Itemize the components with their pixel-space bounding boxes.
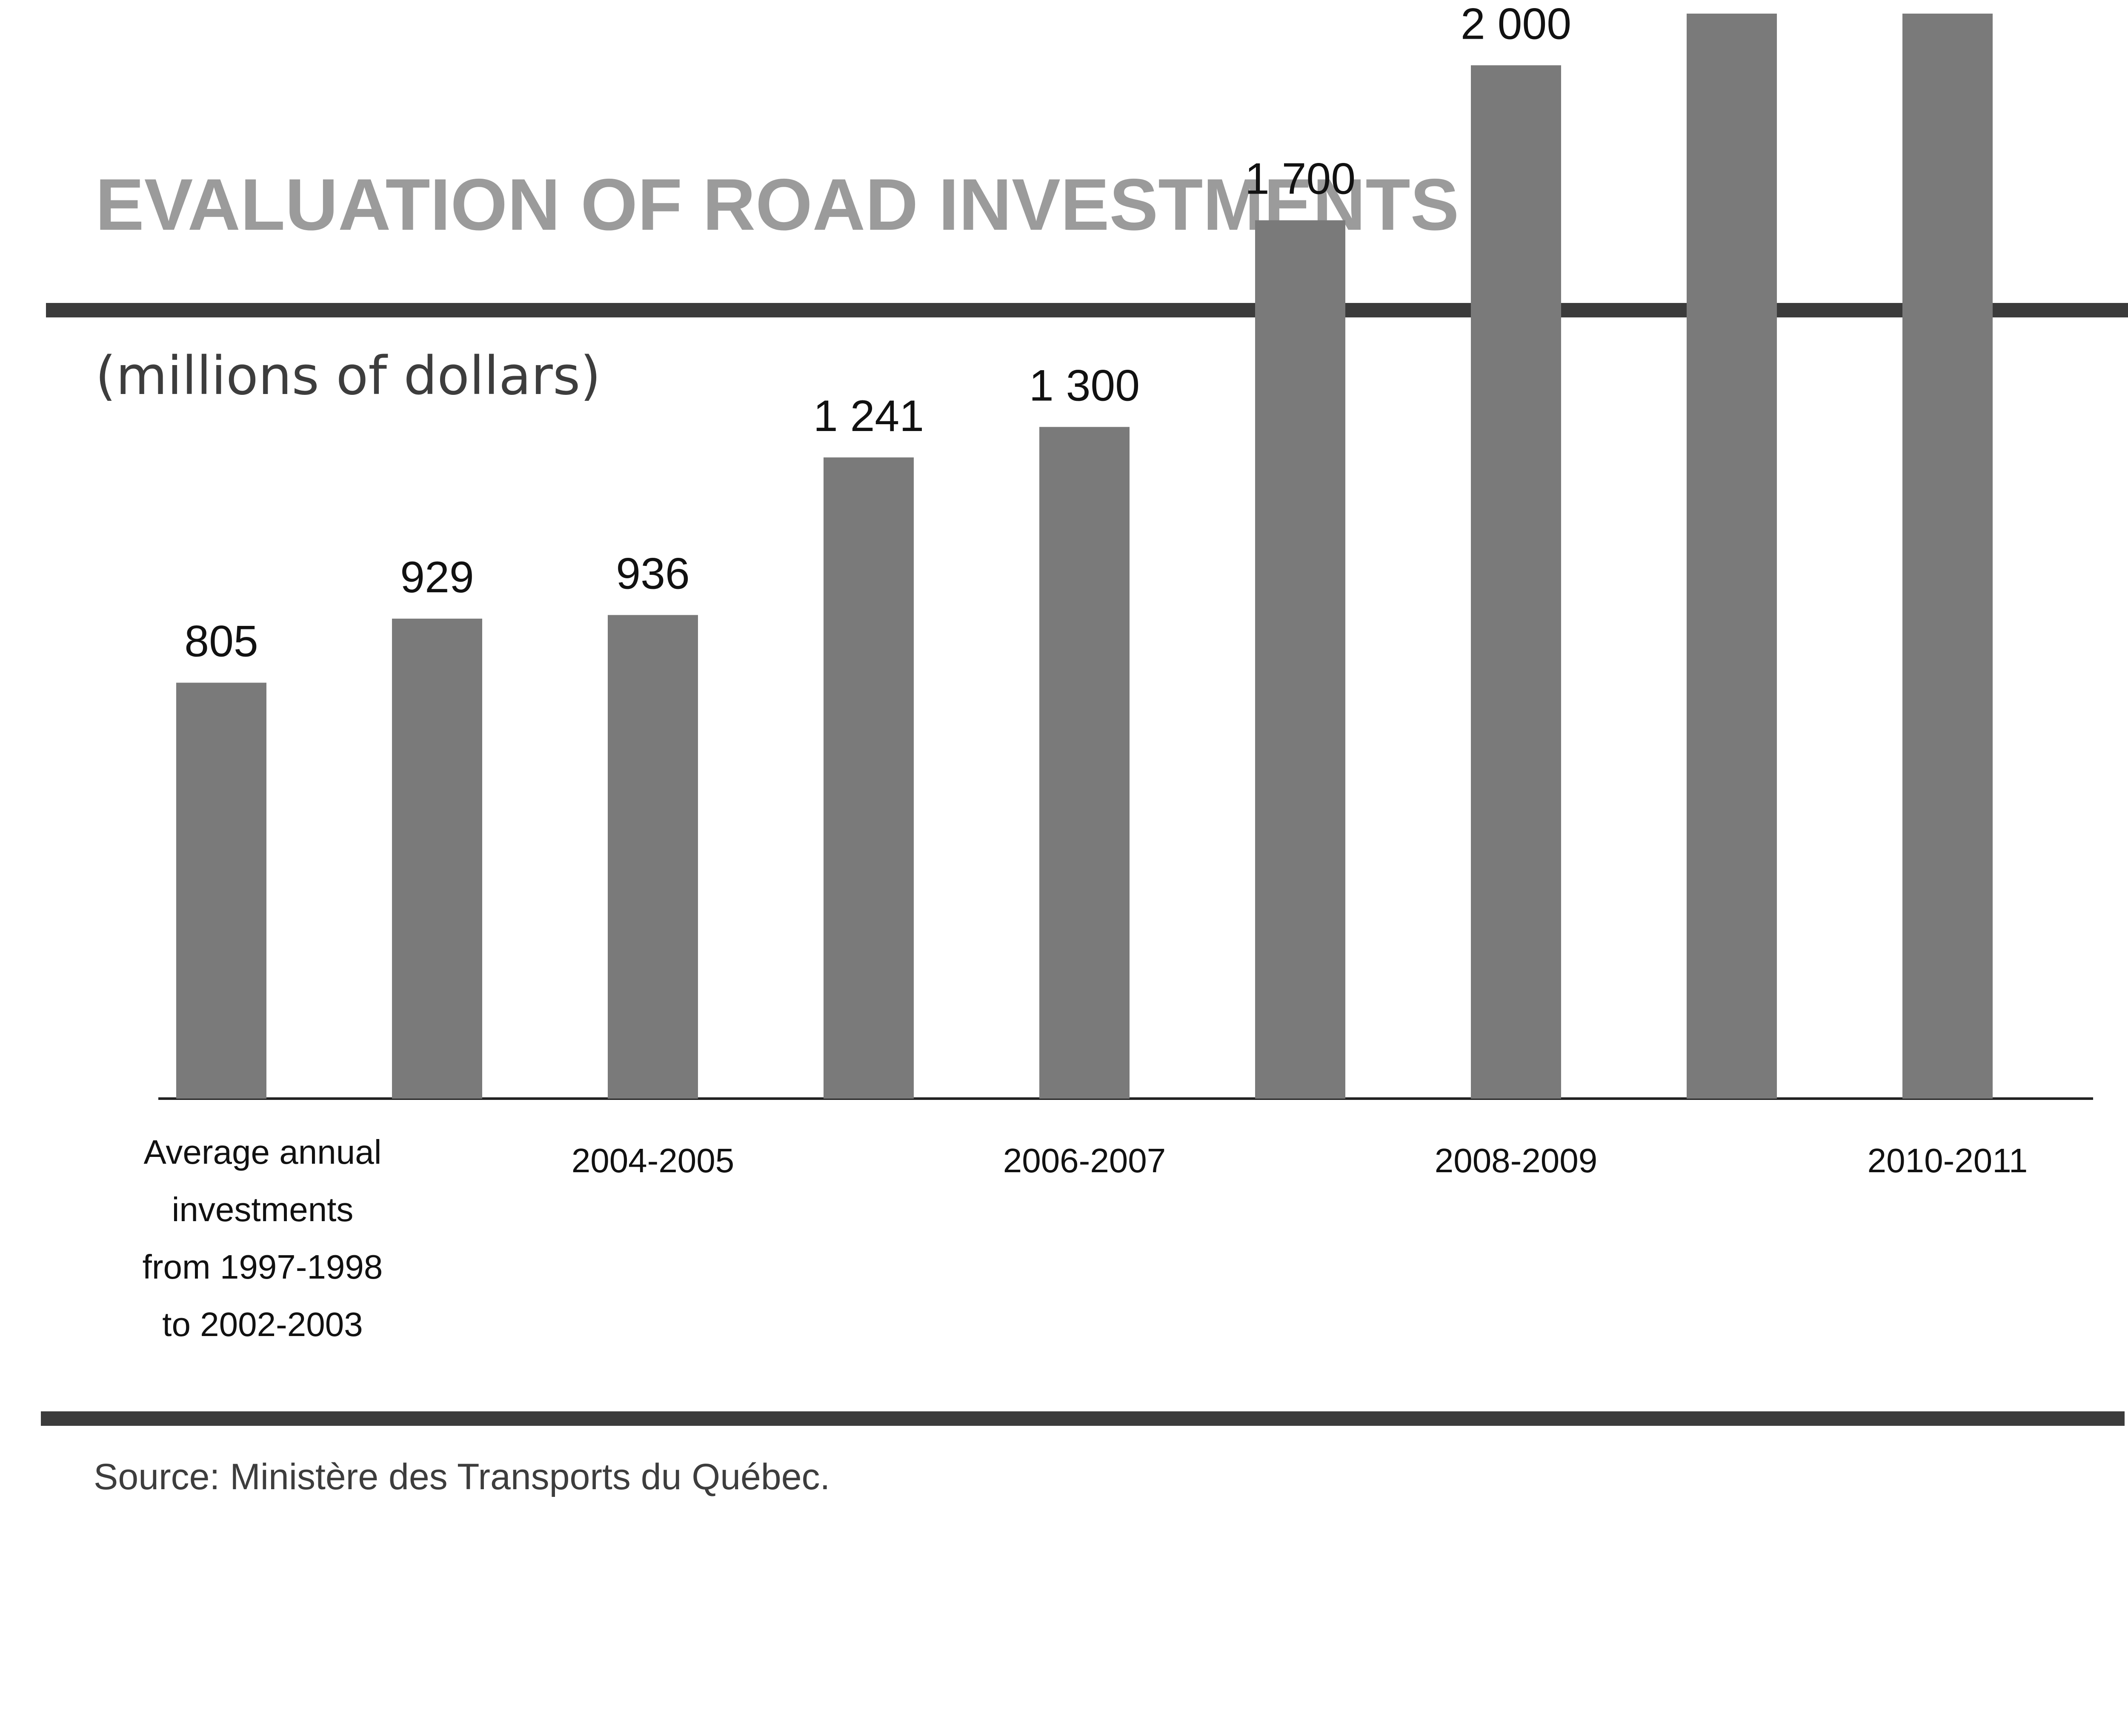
bar-value-label: 929 [400, 553, 474, 602]
bar-value-label: 936 [616, 549, 690, 598]
bar-value-label: 2 000 [1461, 0, 1571, 49]
bar [392, 618, 482, 1099]
x-tick-label: 2008-2009 [1435, 1142, 1598, 1179]
x-tick-label: investments [172, 1191, 354, 1228]
x-tick-label: from 1997-1998 [143, 1248, 383, 1286]
bar [176, 682, 266, 1099]
source-note: Source: Ministère des Transports du Québ… [94, 1456, 830, 1497]
bar [824, 457, 914, 1099]
bar [1255, 220, 1345, 1099]
bar [1687, 13, 1777, 1099]
bar [608, 615, 698, 1099]
x-tick-label: 2010-2011 [1868, 1142, 2028, 1179]
bar [1902, 13, 1993, 1099]
bar-value-label: 805 [184, 617, 258, 666]
top-divider [46, 303, 2128, 317]
x-tick-label: Average annual [144, 1133, 382, 1171]
chart-subtitle: (millions of dollars) [95, 345, 601, 407]
bottom-divider [41, 1411, 2125, 1426]
bar [1471, 65, 1561, 1099]
bar [1039, 427, 1130, 1099]
x-tick-label: 2006-2007 [1003, 1142, 1166, 1179]
x-tick-label: 2004-2005 [572, 1142, 735, 1179]
bar-value-label: 1 300 [1029, 361, 1140, 410]
bar-value-label: 1 700 [1245, 154, 1356, 204]
bar-value-label: 1 241 [813, 391, 924, 441]
chart-title: EVALUATION OF ROAD INVESTMENTS [95, 164, 1459, 246]
x-tick-label: to 2002-2003 [162, 1305, 363, 1343]
